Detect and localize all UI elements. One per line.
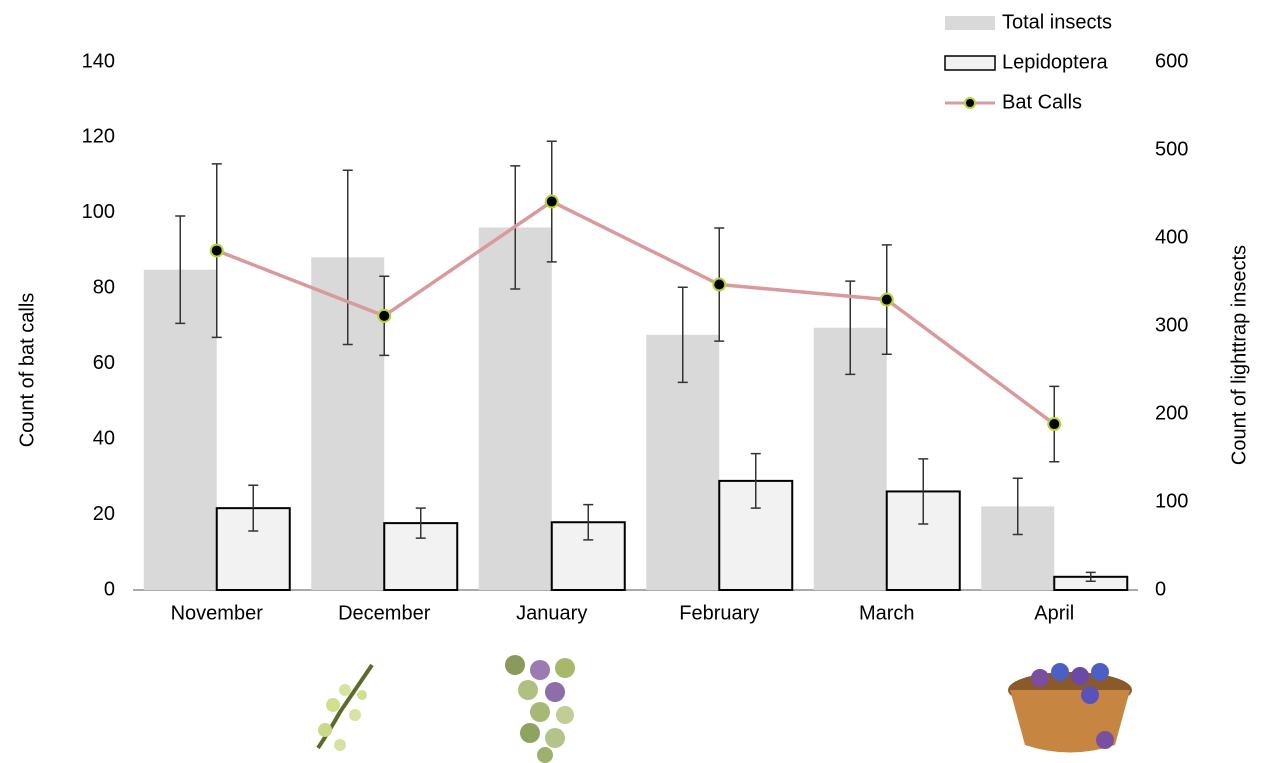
legend-label: Bat Calls — [1002, 91, 1082, 113]
marker — [209, 243, 224, 258]
error-bar — [918, 458, 929, 525]
x-tick-label: December — [338, 602, 431, 624]
x-tick-label: January — [516, 602, 587, 624]
y-tick-label: 120 — [82, 126, 115, 148]
error-bar — [175, 215, 186, 325]
x-tick-label: April — [1034, 602, 1074, 624]
marker — [712, 277, 727, 292]
error-bar — [1012, 477, 1023, 536]
x-tick-label: November — [171, 602, 264, 624]
y2-tick-label: 600 — [1155, 50, 1188, 72]
y-tick-label: 40 — [93, 427, 115, 449]
y-tick-label: 20 — [93, 503, 115, 525]
y-tick-label: 140 — [82, 50, 115, 72]
y2-tick-label: 400 — [1155, 226, 1188, 248]
legend-swatch — [964, 97, 976, 109]
legend-swatch — [944, 55, 996, 71]
marker — [544, 194, 559, 209]
legend-label: Total insects — [1002, 11, 1112, 33]
legend-label: Lepidoptera — [1002, 51, 1109, 73]
error-bar — [248, 484, 259, 532]
y-tick-label: 80 — [93, 277, 115, 299]
error-bar — [342, 169, 353, 346]
marker — [1047, 417, 1062, 432]
error-bar — [1085, 571, 1096, 582]
error-bar — [583, 503, 594, 541]
decoration-grapes — [505, 655, 575, 763]
y-tick-label: 100 — [82, 201, 115, 223]
error-bar — [750, 452, 761, 509]
line — [216, 199, 1056, 426]
marker — [377, 308, 392, 323]
y2-tick-label: 0 — [1155, 578, 1166, 600]
y2-tick-label: 300 — [1155, 314, 1188, 336]
y-tick-label: 0 — [104, 578, 115, 600]
marker — [879, 292, 894, 307]
x-tick-label: February — [679, 602, 759, 624]
legend-swatch — [945, 16, 995, 30]
y-tick-label: 60 — [93, 352, 115, 374]
decoration-basket — [1008, 663, 1132, 753]
error-bar — [677, 286, 688, 384]
y2-tick-label: 200 — [1155, 402, 1188, 424]
decoration-blossom — [316, 663, 374, 751]
y2-axis-label: Count of lighttrap insects — [1228, 245, 1250, 465]
y2-tick-label: 100 — [1155, 490, 1188, 512]
y2-tick-label: 500 — [1155, 138, 1188, 160]
error-bar — [415, 507, 426, 539]
y-axis-label: Count of bat calls — [16, 293, 38, 448]
x-tick-label: March — [859, 602, 915, 624]
